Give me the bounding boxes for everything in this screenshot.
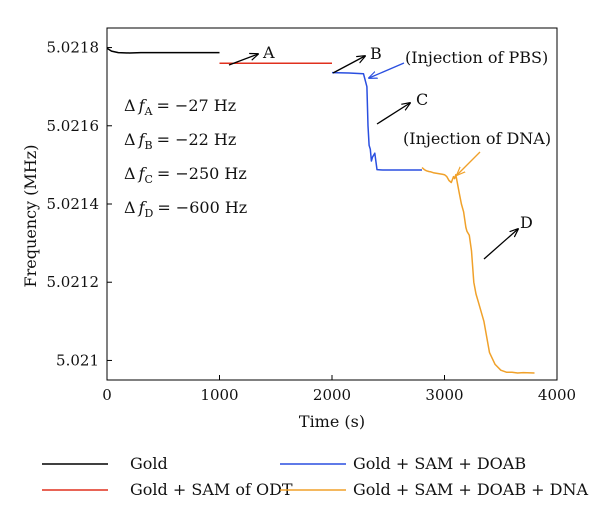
series-layer (106, 47, 535, 374)
annotations: A B C D Δ fA = −27 Hz Δ fB = −22 Hz Δ fC = −250 Hz Δ f… (124, 43, 533, 260)
series-line-3 (331, 71, 422, 171)
annotation-label-d: D (520, 213, 533, 232)
legend-label-4: Gold + SAM + DOAB + DNA (353, 480, 588, 499)
arrow-c (376, 103, 410, 125)
y-tick-label: 5.0218 (47, 39, 100, 57)
series-line-4 (421, 167, 535, 374)
legend: Gold Gold + SAM of ODT Gold + SAM + DOAB Go… (42, 454, 588, 499)
arrow-pbs (369, 62, 405, 78)
y-axis-title: Frequency (MHz) (21, 145, 40, 288)
arrow-dna (457, 151, 481, 175)
y-tick-label: 5.0214 (47, 195, 100, 213)
x-axis-title: Time (s) (299, 412, 365, 431)
series-line-1 (106, 47, 220, 54)
y-tick-label: 5.021 (56, 351, 99, 369)
annotation-label-a: A (262, 43, 275, 62)
x-tick-label: 2000 (313, 386, 351, 404)
annotation-label-b: B (370, 44, 382, 63)
ticks-layer: 0 1000 2000 3000 4000 5.021 5.0212 5.0214 5.0216… (47, 39, 577, 404)
pbs-injection-label: (Injection of PBS) (405, 48, 548, 67)
annotation-label-c: C (416, 90, 428, 109)
legend-label-3: Gold + SAM + DOAB (353, 454, 526, 473)
dna-injection-label: (Injection of DNA) (403, 129, 551, 148)
x-tick-label: 3000 (425, 386, 463, 404)
legend-label-2: Gold + SAM of ODT (130, 480, 293, 499)
legend-label-1: Gold (130, 454, 168, 473)
x-tick-label: 1000 (200, 386, 238, 404)
x-tick-label: 4000 (538, 386, 576, 404)
arrow-d (483, 229, 518, 260)
y-tick-label: 5.0212 (47, 273, 100, 291)
x-tick-label: 0 (102, 386, 112, 404)
arrow-a (228, 54, 258, 66)
arrow-b (332, 56, 365, 74)
y-tick-label: 5.0216 (47, 117, 100, 135)
